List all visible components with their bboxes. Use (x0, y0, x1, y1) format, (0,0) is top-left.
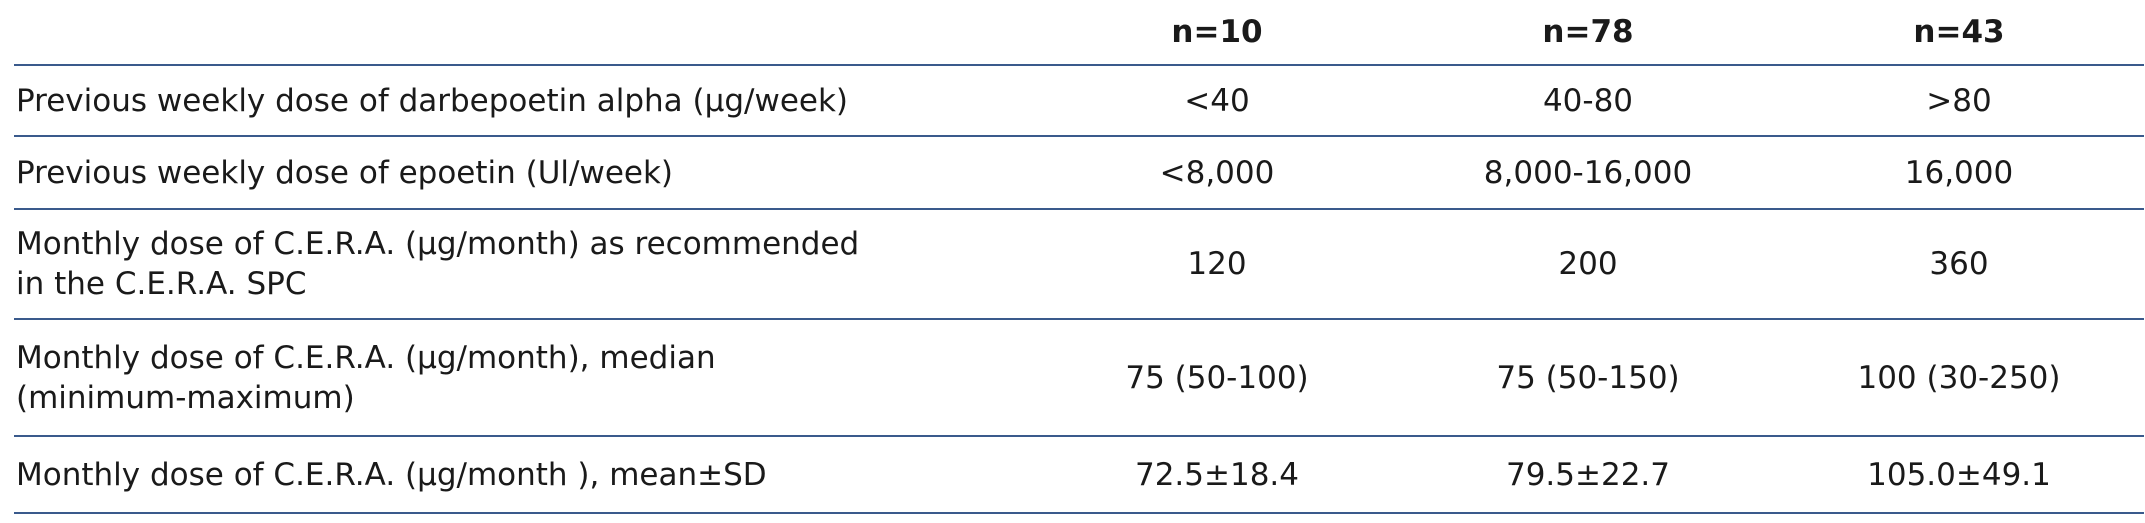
column-header: n=78 (1408, 0, 1768, 64)
row-label: Monthly dose of C.E.R.A. (µg/month) as r… (16, 210, 859, 318)
value-cell: <40 (1037, 66, 1397, 135)
row-label: Monthly dose of C.E.R.A. (µg/month), med… (16, 320, 716, 435)
value-cell: 100 (30-250) (1779, 320, 2139, 435)
header-text: n=10 (1171, 14, 1263, 50)
label-line: Monthly dose of C.E.R.A. (µg/month ), me… (16, 456, 767, 493)
cell-text: 105.0±49.1 (1867, 456, 2051, 493)
value-cell: 16,000 (1779, 137, 2139, 208)
value-cell: 8,000-16,000 (1408, 137, 1768, 208)
cell-text: >80 (1926, 82, 1992, 119)
label-line: in the C.E.R.A. SPC (16, 266, 307, 302)
value-cell: 360 (1779, 210, 2139, 318)
value-cell: >80 (1779, 66, 2139, 135)
value-cell: 200 (1408, 210, 1768, 318)
column-header: n=43 (1779, 0, 2139, 64)
value-cell: 75 (50-100) (1037, 320, 1397, 435)
cell-text: <40 (1184, 82, 1250, 119)
cell-text: 72.5±18.4 (1134, 456, 1300, 493)
value-cell: 75 (50-150) (1408, 320, 1768, 435)
value-cell: 72.5±18.4 (1037, 437, 1397, 512)
table-row: Previous weekly dose of darbepoetin alph… (14, 66, 2144, 137)
value-cell: 79.5±22.7 (1408, 437, 1768, 512)
header-row: n=10 n=78 n=43 (14, 0, 2144, 66)
label-line: Monthly dose of C.E.R.A. (µg/month), med… (16, 339, 716, 376)
cell-text: <8,000 (1159, 154, 1275, 191)
cell-text: 200 (1558, 246, 1618, 282)
header-text: n=78 (1542, 14, 1634, 50)
value-cell: 105.0±49.1 (1779, 437, 2139, 512)
table-row: Monthly dose of C.E.R.A. (µg/month) as r… (14, 210, 2144, 320)
row-label: Previous weekly dose of darbepoetin alph… (16, 66, 848, 135)
label-line: Monthly dose of C.E.R.A. (µg/month) as r… (16, 226, 860, 262)
cell-text: 120 (1187, 246, 1247, 282)
cell-text: 360 (1929, 246, 1989, 282)
label-line: (minimum-maximum) (16, 379, 355, 416)
value-cell: 120 (1037, 210, 1397, 318)
column-header: n=10 (1037, 0, 1397, 64)
value-cell: <8,000 (1037, 137, 1397, 208)
cell-text: 79.5±22.7 (1505, 456, 1671, 493)
value-cell: 40-80 (1408, 66, 1768, 135)
row-label: Previous weekly dose of epoetin (Ul/week… (16, 137, 673, 208)
table-row: Monthly dose of C.E.R.A. (µg/month), med… (14, 320, 2144, 437)
header-text: n=43 (1913, 14, 2005, 50)
cell-text: 40-80 (1542, 82, 1634, 119)
label-line: Previous weekly dose of darbepoetin alph… (16, 82, 849, 119)
cell-text: 16,000 (1904, 154, 2014, 191)
label-line: Previous weekly dose of epoetin (Ul/week… (16, 154, 674, 191)
row-label: Monthly dose of C.E.R.A. (µg/month ), me… (16, 437, 767, 512)
table-row: Monthly dose of C.E.R.A. (µg/month ), me… (14, 437, 2144, 514)
cell-text: 8,000-16,000 (1483, 154, 1693, 191)
cell-text: 75 (50-100) (1125, 359, 1309, 396)
cell-text: 100 (30-250) (1857, 359, 2061, 396)
table-row: Previous weekly dose of epoetin (Ul/week… (14, 137, 2144, 210)
cell-text: 75 (50-150) (1496, 359, 1680, 396)
